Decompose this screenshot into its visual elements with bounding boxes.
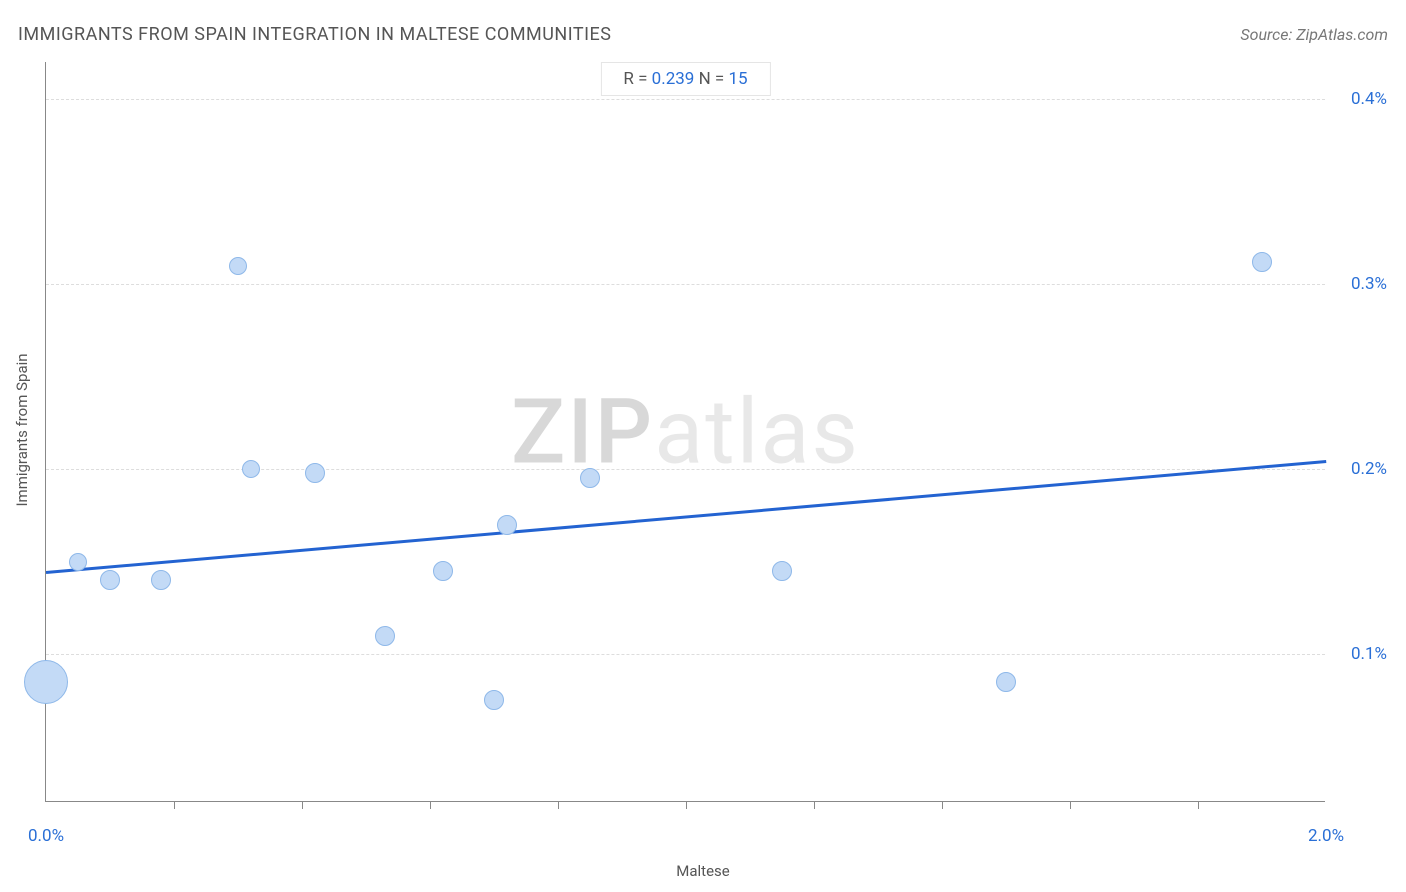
scatter-point	[484, 690, 504, 710]
chart-source: Source: ZipAtlas.com	[1240, 25, 1388, 44]
scatter-point	[996, 672, 1016, 692]
y-axis-label: Immigrants from Spain	[13, 353, 31, 506]
y-tick-label: 0.1%	[1351, 644, 1387, 664]
x-tick-label: 0.0%	[28, 826, 64, 846]
r-label: R =	[623, 69, 651, 89]
scatter-point	[100, 570, 120, 590]
x-tick	[174, 801, 175, 809]
trendline	[46, 460, 1326, 574]
gridline	[46, 284, 1325, 285]
scatter-point	[305, 463, 325, 483]
x-tick	[302, 801, 303, 809]
x-tick	[430, 801, 431, 809]
y-tick-label: 0.4%	[1351, 89, 1387, 109]
scatter-point	[24, 660, 68, 704]
n-value: 15	[728, 69, 747, 89]
scatter-point	[242, 460, 260, 478]
chart-header: IMMIGRANTS FROM SPAIN INTEGRATION IN MAL…	[18, 24, 1388, 45]
chart-plot-area: R = 0.239 N = 15 ZIPatlas 0.1%0.2%0.3%0.…	[45, 62, 1325, 802]
x-tick-label: 2.0%	[1308, 826, 1344, 846]
stats-box: R = 0.239 N = 15	[600, 62, 770, 96]
x-tick	[1070, 801, 1071, 809]
n-label: N =	[694, 69, 728, 89]
scatter-point	[433, 561, 453, 581]
scatter-point	[497, 515, 517, 535]
y-tick-label: 0.2%	[1351, 459, 1387, 479]
x-tick	[558, 801, 559, 809]
scatter-point	[375, 626, 395, 646]
x-tick	[686, 801, 687, 809]
gridline	[46, 469, 1325, 470]
x-tick	[1198, 801, 1199, 809]
scatter-point	[772, 561, 792, 581]
x-tick	[814, 801, 815, 809]
scatter-point	[151, 570, 171, 590]
x-tick	[942, 801, 943, 809]
scatter-point	[580, 468, 600, 488]
chart-title: IMMIGRANTS FROM SPAIN INTEGRATION IN MAL…	[18, 24, 611, 45]
r-value: 0.239	[652, 69, 695, 89]
scatter-point	[229, 257, 247, 275]
scatter-point	[1252, 252, 1272, 272]
gridline	[46, 99, 1325, 100]
y-tick-label: 0.3%	[1351, 274, 1387, 294]
gridline	[46, 654, 1325, 655]
scatter-point	[69, 553, 87, 571]
x-axis-label: Maltese	[676, 862, 729, 880]
